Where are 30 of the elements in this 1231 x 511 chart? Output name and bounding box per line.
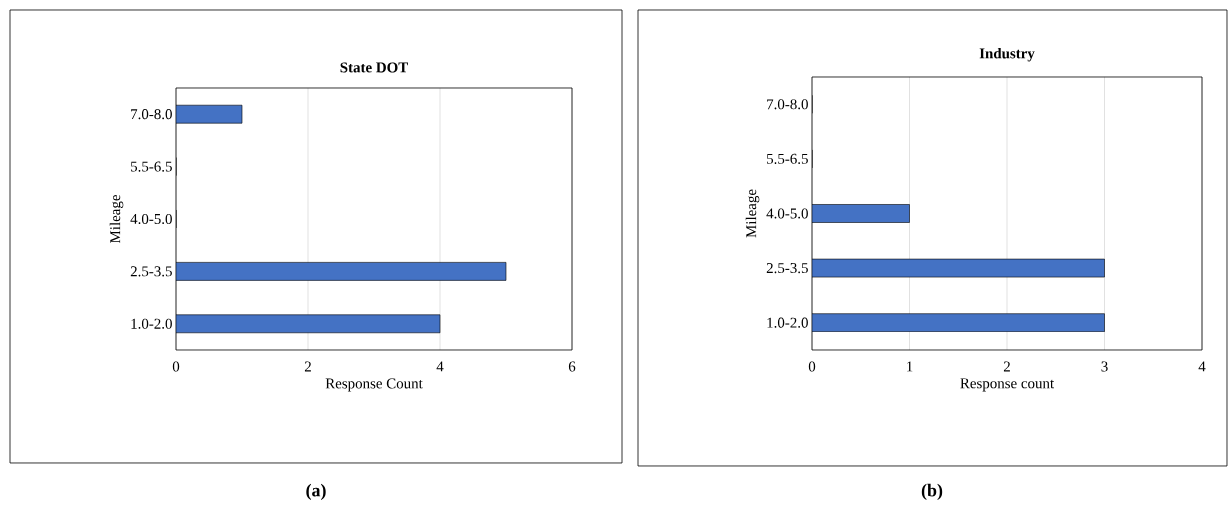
chart-title: State DOT: [340, 62, 408, 73]
y-tick-label: 1.0-2.0: [767, 317, 808, 328]
chart-title: Industry: [979, 47, 1035, 62]
x-tick-label: 0: [172, 361, 180, 372]
y-tick-label: 5.5-6.5: [767, 153, 808, 164]
y-tick-label: 2.5-3.5: [766, 263, 808, 274]
x-tick-label: 4: [436, 361, 444, 372]
y-tick-label: 4.0-5.0: [766, 208, 808, 219]
y-axis-title: Mileage: [109, 195, 124, 244]
y-axis-title: Mileage: [745, 189, 760, 238]
text: (a): [306, 483, 326, 501]
x-tick-label: 4: [1198, 361, 1206, 372]
y-tick-label: 2.5-3.5: [130, 266, 172, 277]
x-tick-label: 6: [568, 361, 576, 372]
y-tick-label: 5.5-6.5: [131, 161, 172, 172]
bar: [176, 314, 441, 334]
text: (b): [921, 483, 943, 501]
x-axis-title: Response count: [960, 378, 1055, 392]
y-tick-label: 7.0-8.0: [767, 99, 808, 110]
x-tick-label: 2: [1003, 361, 1010, 372]
x-tick-label: 2: [304, 361, 311, 372]
bar: [176, 262, 507, 281]
x-axis-title: Response Count: [325, 378, 423, 392]
x-tick-label: 3: [1101, 361, 1108, 372]
bar: [176, 104, 243, 124]
y-tick-label: 4.0-5.0: [130, 213, 172, 225]
y-tick-label: 1.0-2.0: [131, 318, 172, 329]
x-tick-label: 0: [808, 361, 816, 372]
y-tick-label: 7.0-8.0: [131, 109, 172, 120]
x-tick-label: 1: [907, 361, 913, 372]
